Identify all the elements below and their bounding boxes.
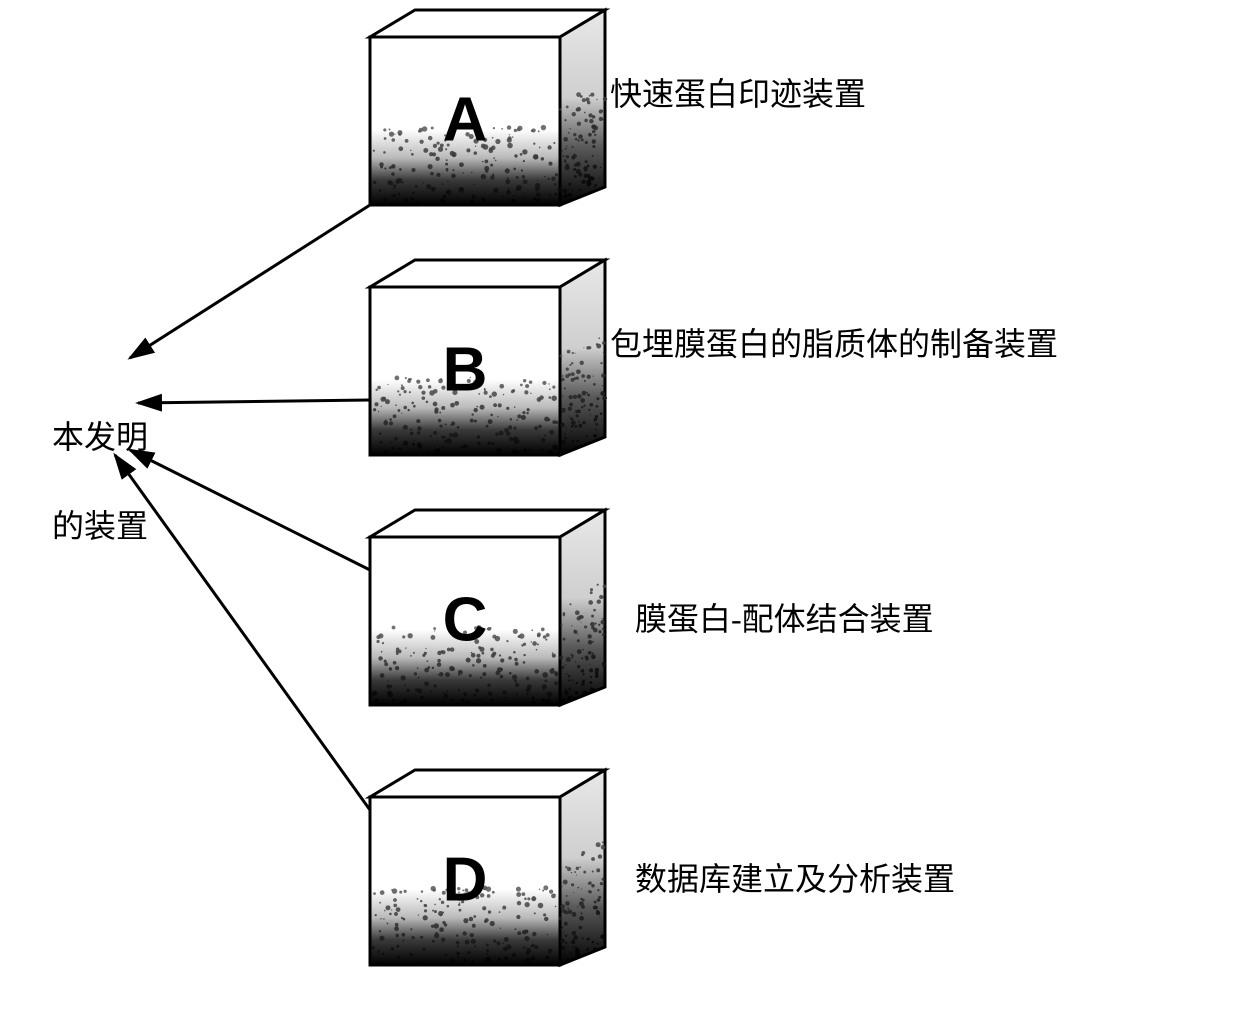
- box-label-C: 膜蛋白-配体结合装置: [635, 601, 934, 637]
- target-line1: 本发明: [52, 419, 148, 455]
- box-letter-B: B: [443, 336, 488, 405]
- diagram-stage: A 快速蛋白印迹装置 B 包埋膜蛋白的脂质体的制备装置 C 膜蛋白-配体结合装置 D 数据库建…: [0, 0, 1248, 1013]
- arrow-D: [115, 455, 370, 810]
- arrow-C: [130, 450, 370, 570]
- target-label: 本发明 的装置: [20, 370, 148, 594]
- target-line2: 的装置: [52, 508, 148, 544]
- box-letter-A: A: [443, 86, 488, 155]
- box-letter-C: C: [443, 586, 488, 655]
- box-label-B: 包埋膜蛋白的脂质体的制备装置: [610, 326, 1058, 362]
- box-letter-D: D: [443, 846, 488, 915]
- arrow-B: [138, 400, 370, 403]
- box-label-D: 数据库建立及分析装置: [635, 861, 955, 897]
- box-side-B: [560, 260, 605, 455]
- svg-layer: A 快速蛋白印迹装置 B 包埋膜蛋白的脂质体的制备装置 C 膜蛋白-配体结合装置 D 数据库建…: [0, 0, 1248, 1013]
- box-label-A: 快速蛋白印迹装置: [610, 76, 866, 112]
- arrow-A: [130, 205, 370, 358]
